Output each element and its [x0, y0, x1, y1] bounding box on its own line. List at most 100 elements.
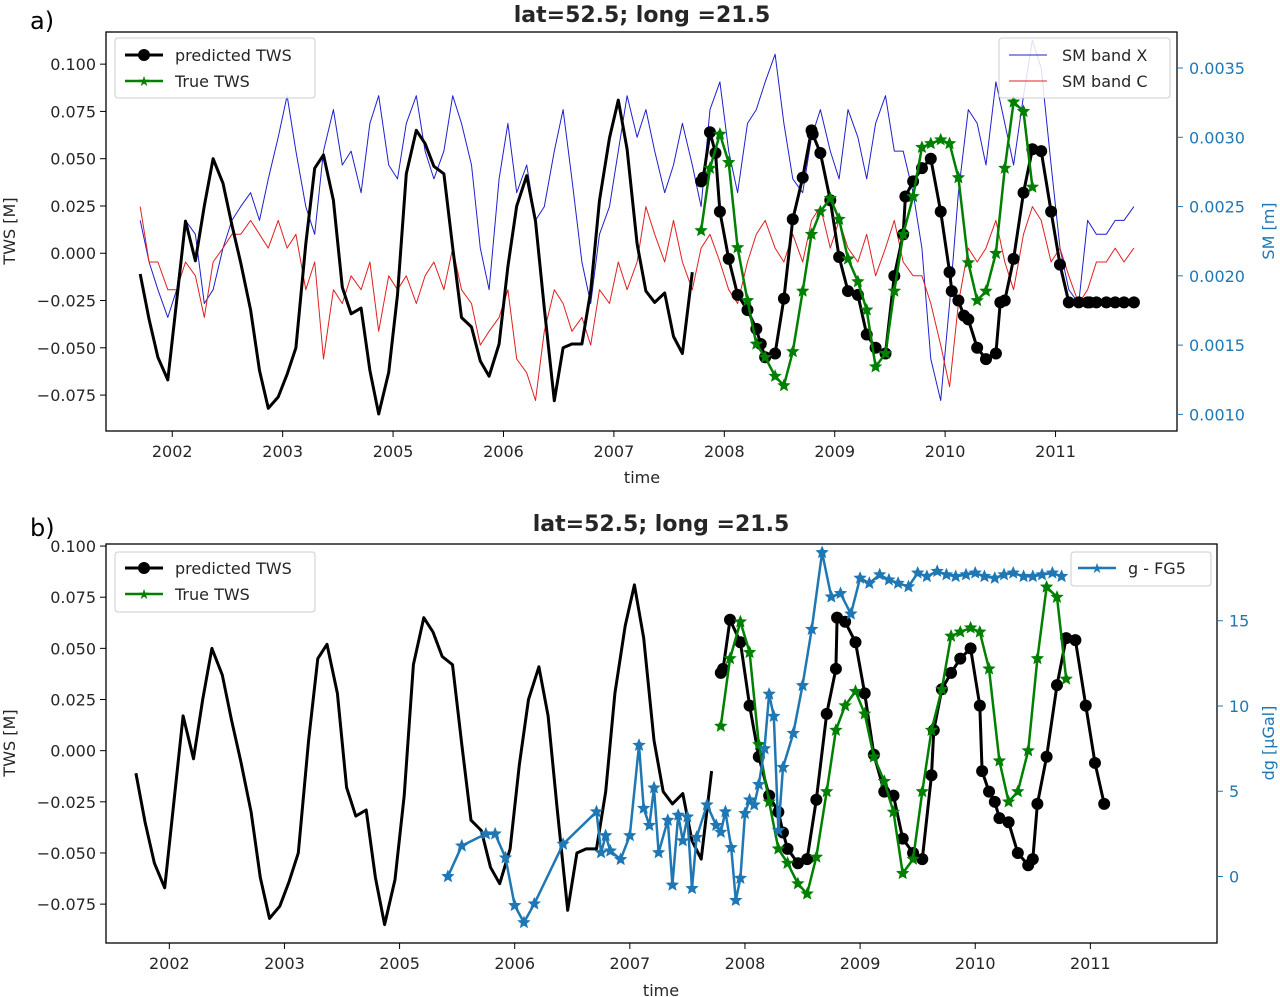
point-g-fg5: [651, 845, 666, 859]
legend-label-predicted: predicted TWS: [175, 46, 292, 65]
point-predicted-tws: [998, 294, 1011, 307]
point-g-fg5: [676, 833, 690, 847]
x-tick-label: 2003: [264, 954, 305, 973]
point-g-fg5: [977, 569, 992, 583]
point-predicted-tws: [849, 636, 862, 649]
y-tick-label: −0.050: [37, 339, 96, 358]
point-true-tws: [768, 369, 782, 382]
point-true-tws: [733, 614, 748, 628]
chart-b-xlabel: time: [643, 981, 679, 997]
y-right-tick-label: 0.0035: [1189, 59, 1245, 78]
point-predicted-tws: [734, 636, 747, 649]
x-tick-label: 2009: [814, 442, 855, 461]
point-predicted-tws: [973, 699, 986, 712]
point-true-tws: [841, 251, 855, 265]
y-tick-label: −0.050: [37, 844, 96, 863]
series-line-true-tws: [719, 585, 1068, 896]
legend-label-true: True TWS: [174, 585, 250, 604]
legend-box: [1070, 551, 1212, 587]
x-tick-label: 2005: [379, 954, 420, 973]
point-g-fg5: [767, 709, 781, 722]
point-true-tws: [906, 189, 920, 203]
point-g-fg5: [824, 589, 838, 603]
point-true-tws: [953, 624, 968, 638]
point-predicted-tws: [1045, 205, 1058, 218]
point-g-fg5: [968, 565, 982, 579]
point-predicted-tws: [1002, 816, 1015, 829]
point-g-fg5: [1016, 569, 1031, 583]
x-tick-label: 2007: [594, 442, 635, 461]
point-g-fg5: [661, 813, 675, 826]
point-g-fg5: [685, 881, 699, 895]
point-predicted-tws: [829, 662, 842, 675]
point-g-fg5: [853, 571, 867, 584]
point-true-tws: [780, 856, 795, 869]
point-predicted-tws: [924, 152, 937, 165]
point-g-fg5: [1054, 569, 1069, 583]
point-true-tws: [714, 719, 728, 732]
point-predicted-tws: [1031, 797, 1044, 810]
point-predicted-tws: [796, 171, 809, 184]
point-g-fg5: [930, 564, 944, 577]
point-true-tws: [915, 140, 929, 154]
point-g-fg5: [1026, 569, 1040, 583]
point-g-fg5: [862, 576, 876, 589]
chart-a-legend-left: predicted TWS ★ True TWS: [114, 37, 316, 99]
point-g-fg5: [508, 898, 522, 912]
point-true-tws: [1059, 671, 1073, 685]
point-predicted-tws: [814, 147, 827, 160]
point-true-tws: [796, 284, 810, 297]
panel-b: b) lat=52.5; long =21.5 2002 2003 2005 2006…: [0, 512, 1278, 997]
point-true-tws: [970, 293, 984, 307]
point-g-fg5: [647, 780, 661, 794]
point-predicted-tws: [943, 266, 956, 279]
y-tick-label: 0.050: [50, 639, 96, 658]
point-g-fg5: [599, 828, 613, 842]
legend-marker-fg5: ★: [1091, 561, 1104, 577]
point-true-tws: [723, 651, 737, 665]
x-tick-label: 2006: [483, 442, 524, 461]
point-true-tws: [829, 723, 843, 736]
chart-a-title: lat=52.5; long =21.5: [514, 3, 771, 28]
point-true-tws: [832, 212, 846, 225]
point-predicted-tws: [1035, 145, 1048, 158]
point-predicted-tws: [1050, 679, 1063, 692]
point-g-fg5: [689, 830, 704, 843]
point-predicted-tws: [896, 832, 909, 845]
point-true-tws: [791, 876, 805, 890]
point-predicted-tws: [781, 842, 794, 855]
point-predicted-tws: [1017, 186, 1030, 199]
point-g-fg5: [762, 687, 776, 700]
chart-b-ylabel-right: dg [µGal]: [1259, 706, 1278, 781]
x-tick-label: 2007: [609, 954, 650, 973]
point-true-tws: [924, 136, 938, 150]
y-tick-label: −0.075: [37, 895, 96, 914]
point-true-tws: [973, 624, 987, 638]
point-g-fg5: [517, 915, 531, 929]
x-tick-label: 2010: [955, 954, 996, 973]
point-predicted-tws: [769, 347, 782, 360]
point-predicted-tws: [1026, 853, 1039, 866]
point-predicted-tws: [925, 769, 938, 782]
y-tick-label: −0.075: [37, 386, 96, 405]
point-g-fg5: [804, 622, 819, 635]
point-predicted-tws: [820, 707, 833, 720]
series-line-sm-band-x: [139, 39, 1135, 401]
point-true-tws: [758, 350, 772, 363]
y-tick-label: 0.025: [50, 197, 96, 216]
point-predicted-tws: [697, 171, 710, 184]
chart-b-legend-right: ★ g - FG5: [1070, 551, 1212, 587]
point-true-tws: [1011, 784, 1025, 798]
point-predicted-tws: [1127, 296, 1140, 309]
y-tick-label: 0.025: [50, 691, 96, 710]
point-g-fg5: [786, 726, 800, 739]
panel-label-b: b): [30, 514, 55, 542]
point-true-tws: [813, 204, 828, 218]
chart-a-ylabel: TWS [M]: [0, 197, 19, 265]
point-true-tws: [878, 346, 893, 360]
point-g-fg5: [718, 804, 733, 818]
point-g-fg5: [873, 567, 887, 581]
legend-label-band-c: SM band C: [1062, 72, 1148, 91]
legend-box: [114, 37, 316, 99]
point-g-fg5: [771, 823, 786, 837]
